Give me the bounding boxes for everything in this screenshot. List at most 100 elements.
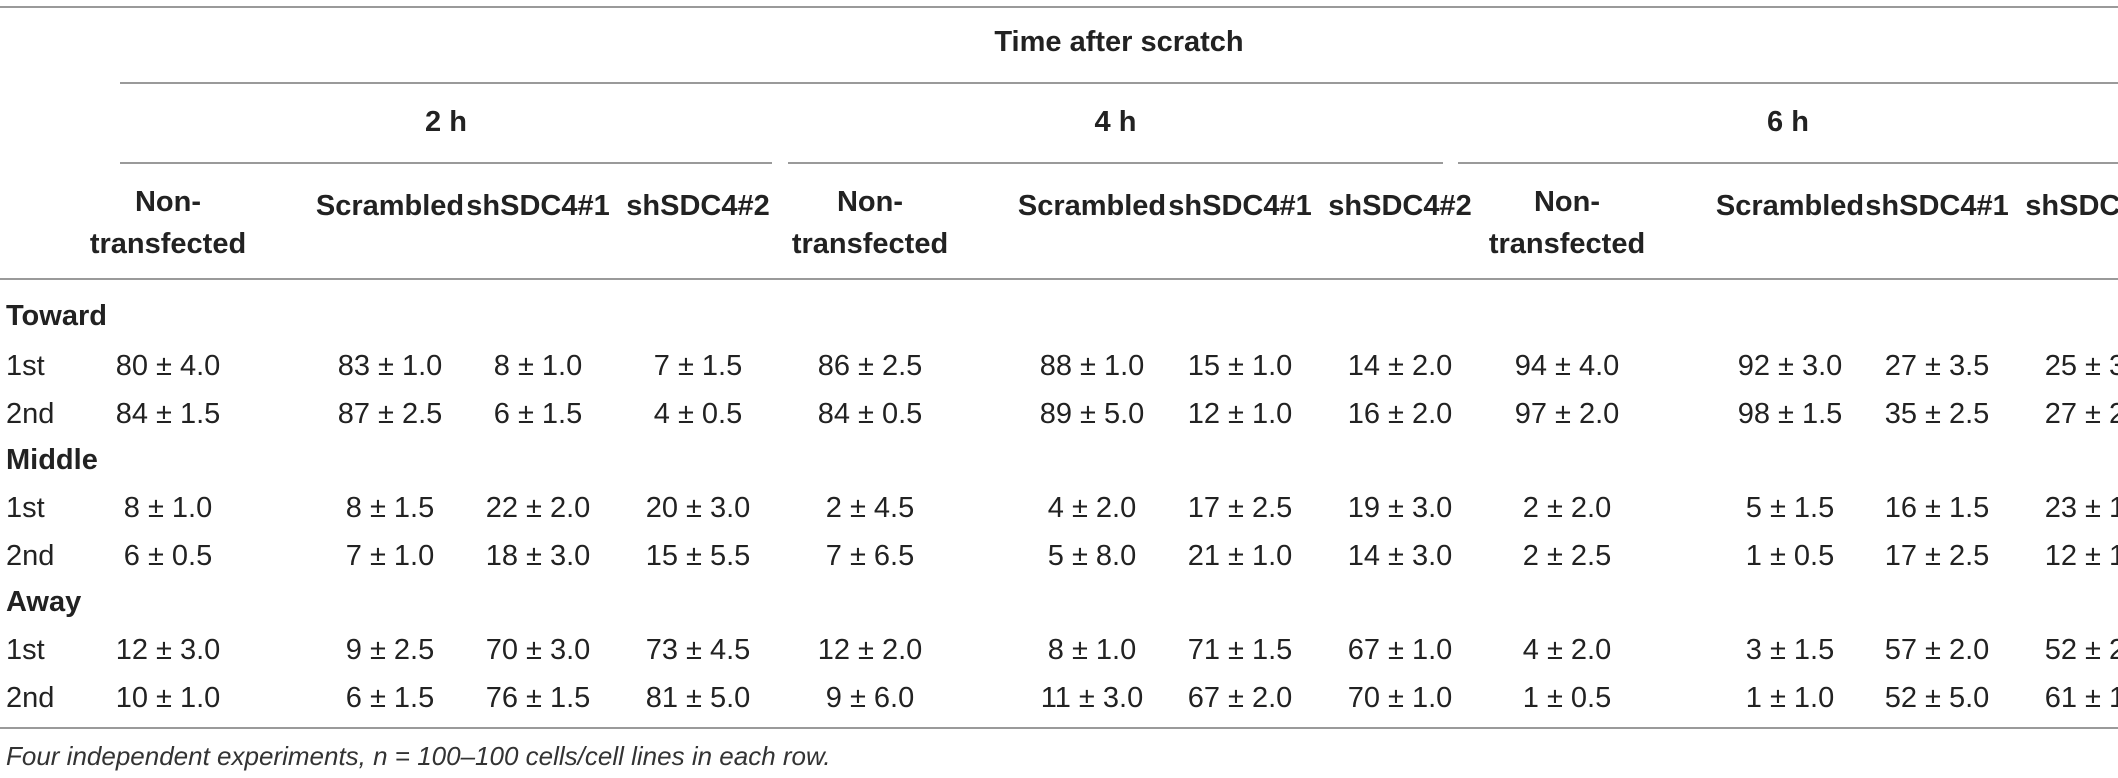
- column-header: shSDC4#2: [2025, 190, 2118, 222]
- table-cell: 9 ± 6.0: [825, 682, 915, 714]
- table-cell: 7 ± 6.5: [825, 540, 915, 572]
- spanner-rule: [120, 82, 2118, 84]
- table-cell: 52 ± 5.0: [1884, 682, 1990, 714]
- table-cell: 57 ± 2.0: [1884, 634, 1990, 666]
- table-cell: 12 ± 2.0: [817, 634, 923, 666]
- table-cell: 15 ± 1.0: [1187, 350, 1293, 382]
- table-cell: 5 ± 8.0: [1047, 540, 1137, 572]
- table-cell: 98 ± 1.5: [1737, 398, 1843, 430]
- table-cell: 8 ± 1.0: [123, 492, 213, 524]
- table-cell: 14 ± 2.0: [1347, 350, 1453, 382]
- column-header: transfected: [791, 228, 949, 260]
- table-cell: 1 ± 0.5: [1522, 682, 1612, 714]
- table-cell: 15 ± 5.5: [645, 540, 751, 572]
- table-cell: 52 ± 2.5: [2044, 634, 2118, 666]
- table-cell: 4 ± 2.0: [1047, 492, 1137, 524]
- table-cell: 6 ± 0.5: [123, 540, 213, 572]
- column-header: Non-: [134, 186, 202, 218]
- column-header: shSDC4#1: [466, 190, 610, 222]
- table-cell: 1 ± 0.5: [1745, 540, 1835, 572]
- table-cell: 1 ± 1.0: [1745, 682, 1835, 714]
- table-cell: 84 ± 1.5: [115, 398, 221, 430]
- row-label: 1st: [6, 634, 45, 666]
- table-cell: 70 ± 1.0: [1347, 682, 1453, 714]
- time-group-header: 2 h: [425, 106, 467, 138]
- table-cell: 17 ± 2.5: [1884, 540, 1990, 572]
- table-cell: 11 ± 3.0: [1040, 682, 1144, 714]
- table-cell: 8 ± 1.0: [493, 350, 583, 382]
- row-label: 2nd: [6, 540, 55, 572]
- table-cell: 16 ± 2.0: [1347, 398, 1453, 430]
- spanner-header: Time after scratch: [994, 26, 1244, 58]
- table-cell: 5 ± 1.5: [1745, 492, 1835, 524]
- row-label: 2nd: [6, 682, 55, 714]
- table-cell: 18 ± 3.0: [485, 540, 591, 572]
- table-cell: 9 ± 2.5: [345, 634, 435, 666]
- header-rule: [0, 278, 2118, 280]
- table-cell: 83 ± 1.0: [337, 350, 443, 382]
- column-header: transfected: [1488, 228, 1646, 260]
- group-rule-2: [788, 162, 1443, 164]
- table-cell: 14 ± 3.0: [1347, 540, 1453, 572]
- column-header: shSDC4#1: [1865, 190, 2009, 222]
- table-footnote: Four independent experiments, n = 100–10…: [6, 741, 831, 771]
- table-cell: 61 ± 1.0: [2044, 682, 2118, 714]
- time-group-header: 6 h: [1767, 106, 1809, 138]
- column-header: Scrambled: [1715, 190, 1865, 222]
- table-cell: 81 ± 5.0: [645, 682, 751, 714]
- table-cell: 19 ± 3.0: [1347, 492, 1453, 524]
- section-label: Middle: [6, 444, 98, 476]
- table-cell: 17 ± 2.5: [1187, 492, 1293, 524]
- table-cell: 8 ± 1.0: [1047, 634, 1137, 666]
- group-rule-1: [120, 162, 772, 164]
- column-header: shSDC4#2: [626, 190, 770, 222]
- table-cell: 92 ± 3.0: [1737, 350, 1843, 382]
- table-cell: 86 ± 2.5: [817, 350, 923, 382]
- table-cell: 12 ± 3.0: [115, 634, 221, 666]
- section-label: Toward: [6, 300, 107, 332]
- table-cell: 12 ± 1.5: [2044, 540, 2118, 572]
- table-cell: 8 ± 1.5: [345, 492, 435, 524]
- column-header: shSDC4#2: [1328, 190, 1472, 222]
- table-cell: 27 ± 3.5: [1884, 350, 1990, 382]
- table-cell: 27 ± 2.5: [2044, 398, 2118, 430]
- table-cell: 6 ± 1.5: [345, 682, 435, 714]
- table-cell: 16 ± 1.5: [1884, 492, 1990, 524]
- time-group-header: 4 h: [1094, 106, 1137, 138]
- table-cell: 87 ± 2.5: [337, 398, 443, 430]
- table-cell: 4 ± 2.0: [1522, 634, 1612, 666]
- table-cell: 10 ± 1.0: [115, 682, 221, 714]
- table-cell: 89 ± 5.0: [1039, 398, 1145, 430]
- table-cell: 2 ± 4.5: [825, 492, 915, 524]
- table-cell: 23 ± 1.0: [2044, 492, 2118, 524]
- section-label: Away: [6, 586, 82, 618]
- column-header: transfected: [89, 228, 247, 260]
- table-cell: 76 ± 1.5: [485, 682, 591, 714]
- table-cell: 70 ± 3.0: [485, 634, 591, 666]
- top-rule: [0, 6, 2118, 8]
- table-cell: 25 ± 3.5: [2044, 350, 2118, 382]
- table-cell: 88 ± 1.0: [1039, 350, 1145, 382]
- group-rule-3: [1458, 162, 2118, 164]
- table-cell: 21 ± 1.0: [1187, 540, 1293, 572]
- table-cell: 20 ± 3.0: [645, 492, 751, 524]
- table-cell: 94 ± 4.0: [1514, 350, 1620, 382]
- table-cell: 71 ± 1.5: [1187, 634, 1293, 666]
- row-label: 2nd: [6, 398, 55, 430]
- table-cell: 12 ± 1.0: [1187, 398, 1293, 430]
- table-cell: 67 ± 1.0: [1347, 634, 1453, 666]
- table-cell: 80 ± 4.0: [115, 350, 221, 382]
- column-header: Non-: [836, 186, 904, 218]
- table-cell: 73 ± 4.5: [645, 634, 751, 666]
- table-cell: 2 ± 2.0: [1522, 492, 1612, 524]
- table-cell: 97 ± 2.0: [1514, 398, 1620, 430]
- column-header: shSDC4#1: [1168, 190, 1312, 222]
- table-cell: 7 ± 1.5: [653, 350, 743, 382]
- table-cell: 3 ± 1.5: [1745, 634, 1835, 666]
- table-cell: 6 ± 1.5: [493, 398, 583, 430]
- table-cell: 22 ± 2.0: [485, 492, 591, 524]
- table-cell: 2 ± 2.5: [1522, 540, 1612, 572]
- table-cell: 67 ± 2.0: [1187, 682, 1293, 714]
- row-label: 1st: [6, 350, 45, 382]
- table-cell: 35 ± 2.5: [1884, 398, 1990, 430]
